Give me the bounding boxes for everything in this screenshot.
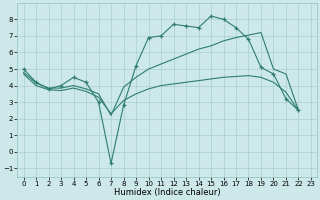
X-axis label: Humidex (Indice chaleur): Humidex (Indice chaleur) — [114, 188, 220, 197]
